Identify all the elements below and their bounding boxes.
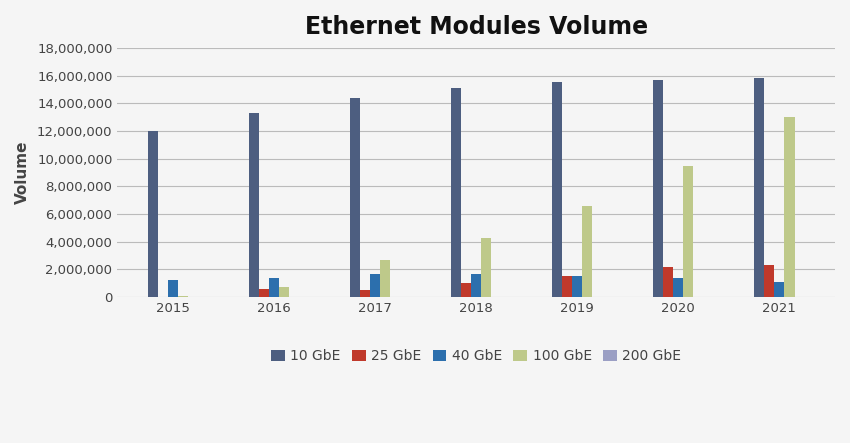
Y-axis label: Volume: Volume (15, 141, 30, 204)
Bar (552, 82, 562, 297)
Bar (653, 80, 663, 297)
Bar (148, 131, 158, 297)
Bar (249, 113, 258, 297)
Bar (572, 276, 582, 297)
Bar (461, 283, 471, 297)
Title: Ethernet Modules Volume: Ethernet Modules Volume (304, 15, 648, 39)
Bar (673, 278, 683, 297)
Bar (258, 289, 269, 297)
Bar (764, 264, 774, 297)
Bar (450, 88, 461, 297)
Bar (582, 206, 592, 297)
Bar (785, 117, 795, 297)
Bar (774, 282, 785, 297)
Bar (269, 278, 279, 297)
Bar (167, 280, 178, 297)
Bar (663, 267, 673, 297)
Bar (754, 78, 764, 297)
Bar (380, 260, 390, 297)
Bar (370, 273, 380, 297)
Bar (471, 273, 481, 297)
Bar (481, 237, 491, 297)
Bar (350, 98, 360, 297)
Legend: 10 GbE, 25 GbE, 40 GbE, 100 GbE, 200 GbE: 10 GbE, 25 GbE, 40 GbE, 100 GbE, 200 GbE (265, 344, 687, 369)
Bar (360, 290, 370, 297)
Bar (178, 295, 188, 297)
Bar (683, 166, 694, 297)
Bar (279, 287, 289, 297)
Bar (562, 276, 572, 297)
